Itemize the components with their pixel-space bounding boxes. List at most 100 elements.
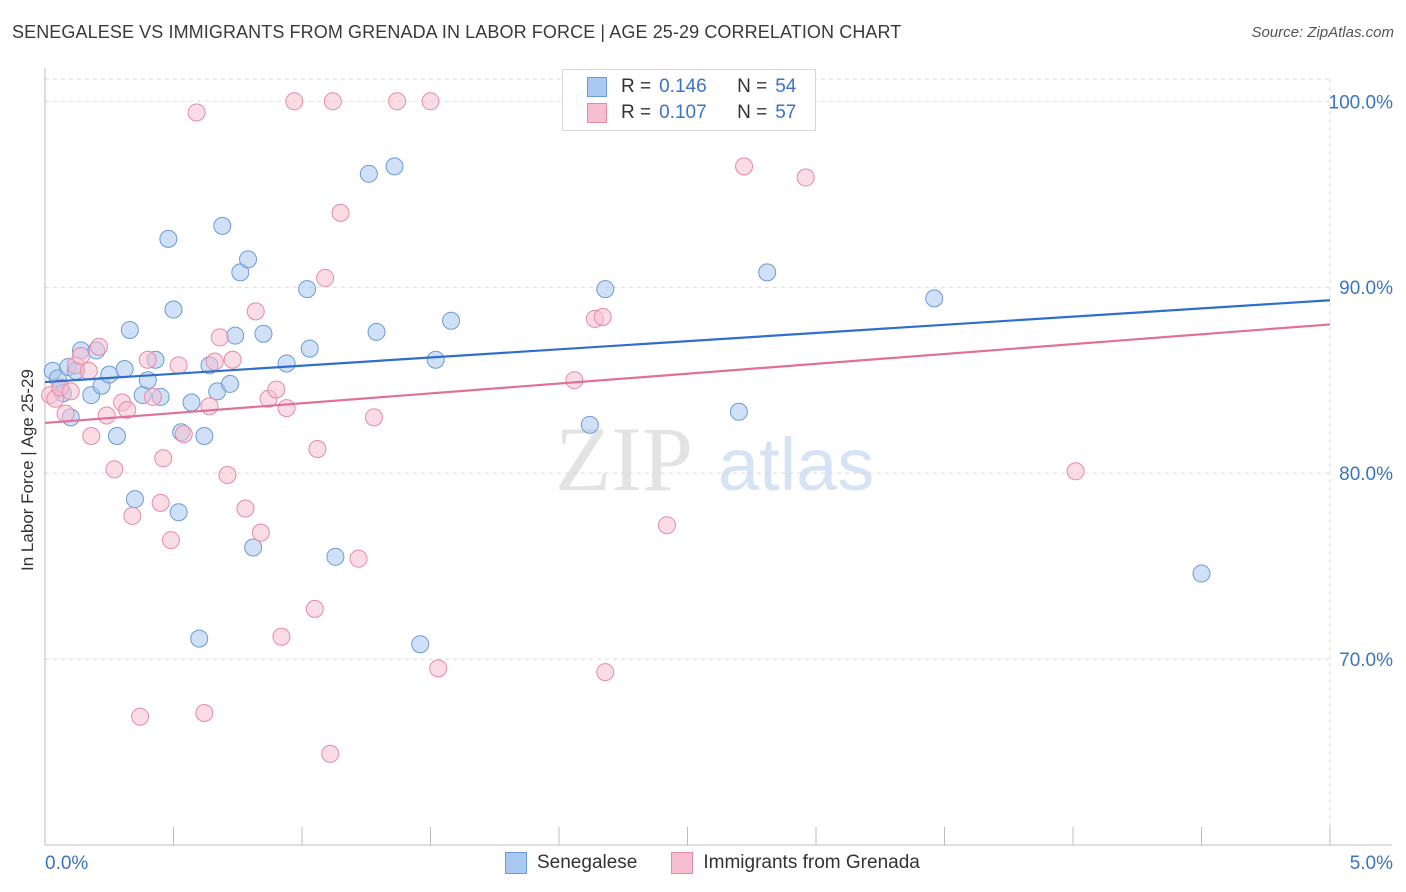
series-legend-senegalese[interactable]: Senegalese [505, 852, 637, 874]
senegalese-point [182, 393, 201, 412]
senegalese-trend-line [44, 299, 1331, 384]
senegalese-point [107, 426, 126, 445]
y-tick-label: 90.0% [1339, 278, 1393, 299]
x-tick-label: 5.0% [1350, 853, 1393, 874]
series-legend: Senegalese Immigrants from Grenada [505, 852, 954, 874]
legend-n-label: N = [737, 102, 768, 123]
source-credit: Source: ZipAtlas.com [1251, 24, 1394, 41]
senegalese-point [300, 339, 319, 358]
legend-r-value: 0.146 [659, 76, 707, 97]
senegalese-point [159, 229, 178, 248]
grenada-point [56, 404, 75, 423]
legend-swatch-grenada [587, 103, 607, 123]
watermark-zip: ZIP [555, 408, 693, 510]
grenada-point [138, 350, 157, 369]
grenada-point [308, 439, 327, 458]
senegalese-point [213, 216, 232, 235]
senegalese-point [326, 547, 345, 566]
senegalese-point [169, 503, 188, 522]
grenada-swatch [671, 852, 694, 874]
legend-swatch-senegalese [587, 77, 607, 97]
grenada-point [200, 397, 219, 416]
grenada-point [79, 361, 98, 380]
chart-title: SENEGALESE VS IMMIGRANTS FROM GRENADA IN… [12, 22, 902, 42]
legend-n-value: 54 [775, 76, 797, 97]
grenada-point [205, 352, 224, 371]
grenada-point [364, 408, 383, 427]
grenada-point [236, 499, 255, 518]
senegalese-point [239, 250, 258, 269]
grenada-point [71, 347, 90, 366]
grenada-point [321, 744, 340, 763]
y-axis-label: In Labor Force | Age 25-29 [18, 369, 37, 571]
senegalese-point [195, 426, 214, 445]
senegalese-point [426, 350, 445, 369]
grenada-point [246, 302, 265, 321]
grenada-point [61, 382, 80, 401]
senegalese-point [729, 402, 748, 421]
senegalese-point [120, 320, 139, 339]
senegalese-point [758, 263, 777, 282]
senegalese-point [1192, 564, 1211, 583]
grenada-point [267, 380, 286, 399]
grenada-point [251, 523, 270, 542]
grenada-point [323, 92, 342, 111]
grenada-point [154, 449, 173, 468]
grenada-point [657, 516, 676, 535]
senegalese-point [164, 300, 183, 319]
y-tick-label: 80.0% [1339, 464, 1393, 485]
grenada-point [349, 549, 368, 568]
senegalese-point [925, 289, 944, 308]
series-legend-grenada[interactable]: Immigrants from Grenada [671, 852, 920, 874]
senegalese-point [359, 164, 378, 183]
senegalese-point [190, 629, 209, 648]
grenada-point [105, 460, 124, 479]
grenada-point [169, 356, 188, 375]
grenada-point [218, 466, 237, 485]
grenada-point [593, 307, 612, 326]
senegalese-label: Senegalese [537, 852, 638, 873]
senegalese-point [125, 490, 144, 509]
senegalese-point [385, 157, 404, 176]
grenada-point [82, 426, 101, 445]
grenada-point [388, 92, 407, 111]
grenada-point [97, 406, 116, 425]
grenada-point [187, 103, 206, 122]
senegalese-point [100, 365, 119, 384]
grenada-label: Immigrants from Grenada [703, 852, 920, 873]
grenada-point [161, 531, 180, 550]
grenada-trend-line [44, 323, 1331, 425]
senegalese-point [277, 354, 296, 373]
grenada-point [429, 659, 448, 678]
grenada-point [285, 92, 304, 111]
legend-row-senegalese: R = 0.146 N = 54 [587, 75, 796, 99]
y-tick-label: 70.0% [1339, 650, 1393, 671]
senegalese-point [596, 280, 615, 299]
grenada-point [143, 387, 162, 406]
senegalese-point [254, 324, 273, 343]
grenada-point [305, 599, 324, 618]
grenada-point [123, 506, 142, 525]
grenada-point [195, 703, 214, 722]
senegalese-point [411, 635, 430, 654]
legend-n-label: N = [737, 76, 768, 97]
senegalese-point [580, 415, 599, 434]
grenada-point [223, 350, 242, 369]
correlation-legend: R = 0.146 N = 54 R = 0.107 N = 57 [562, 69, 816, 131]
grenada-point [89, 337, 108, 356]
grenada-point [565, 371, 584, 390]
grenada-point [174, 425, 193, 444]
grenada-point [316, 268, 335, 287]
senegalese-point [221, 374, 240, 393]
grenada-point [735, 157, 754, 176]
grenada-point [131, 707, 150, 726]
senegalese-point [244, 538, 263, 557]
grenada-point [331, 203, 350, 222]
grenada-point [796, 168, 815, 187]
legend-r-label: R = [621, 76, 652, 97]
grenada-point [1066, 462, 1085, 481]
senegalese-point [442, 311, 461, 330]
grenada-point [210, 328, 229, 347]
grenada-point [277, 399, 296, 418]
